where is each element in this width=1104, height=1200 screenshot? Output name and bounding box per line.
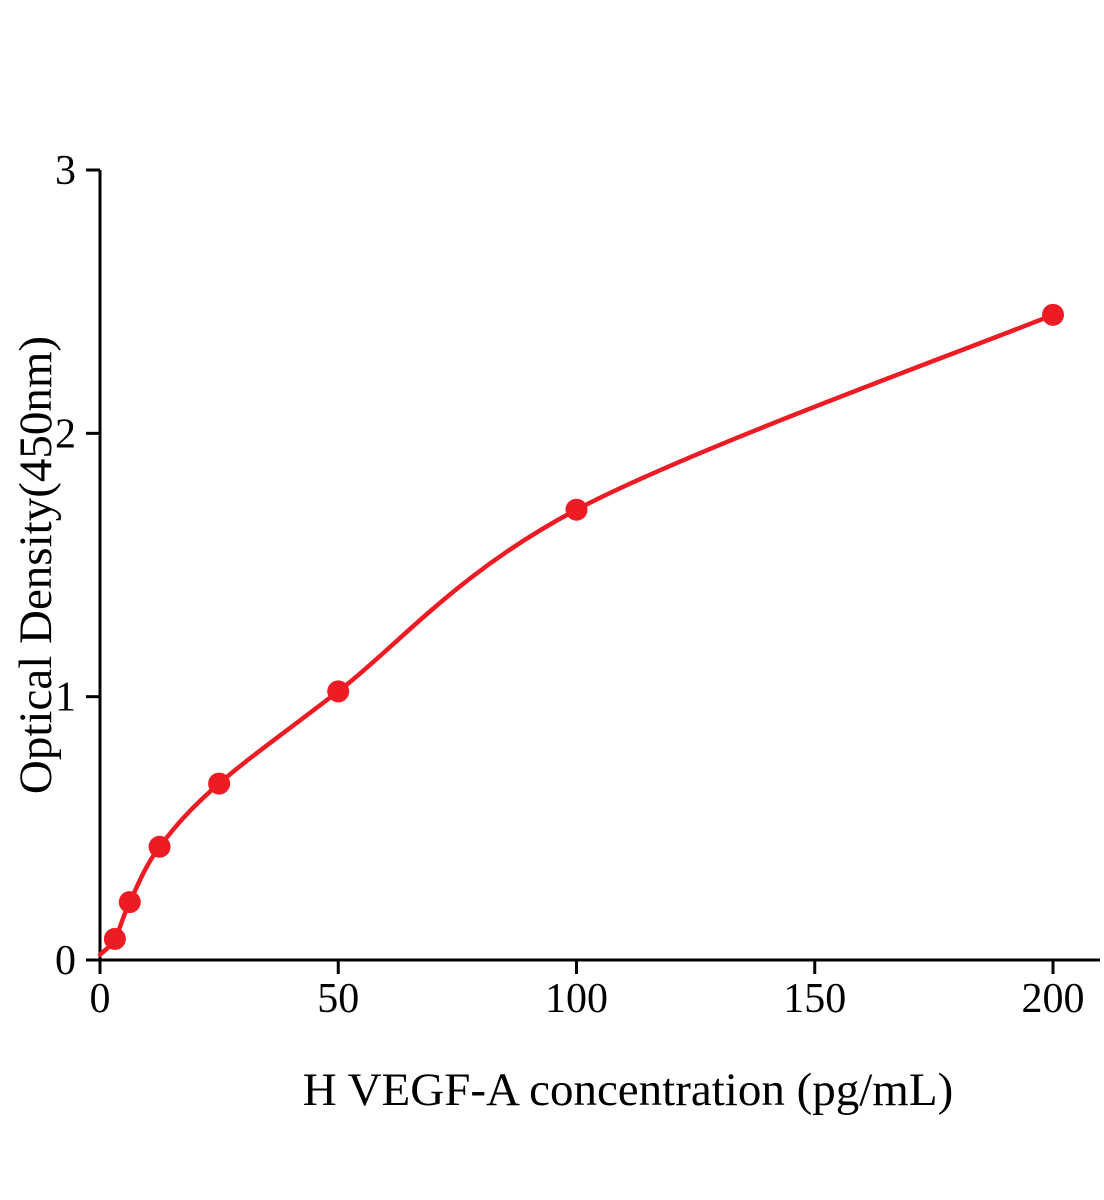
x-tick-label: 100 [545, 976, 608, 1022]
y-tick-label: 1 [55, 675, 76, 721]
data-point [565, 498, 588, 521]
x-axis-title: H VEGF-A concentration (pg/mL) [302, 1064, 954, 1116]
y-tick-label: 3 [55, 148, 76, 194]
data-point [103, 927, 126, 950]
x-tick-label: 50 [317, 976, 359, 1022]
data-point [208, 772, 231, 795]
data-point [148, 835, 171, 858]
data-point [327, 680, 350, 703]
x-tick-label: 0 [90, 976, 111, 1022]
data-point [118, 891, 141, 914]
y-tick-label: 0 [55, 938, 76, 984]
fit-curve [97, 312, 1056, 957]
x-tick-label: 150 [783, 976, 846, 1022]
x-tick-label: 200 [1022, 976, 1085, 1022]
y-axis-title: Optical Density(450nm) [10, 335, 62, 795]
y-tick-label: 2 [55, 411, 76, 457]
data-point [1042, 303, 1064, 326]
